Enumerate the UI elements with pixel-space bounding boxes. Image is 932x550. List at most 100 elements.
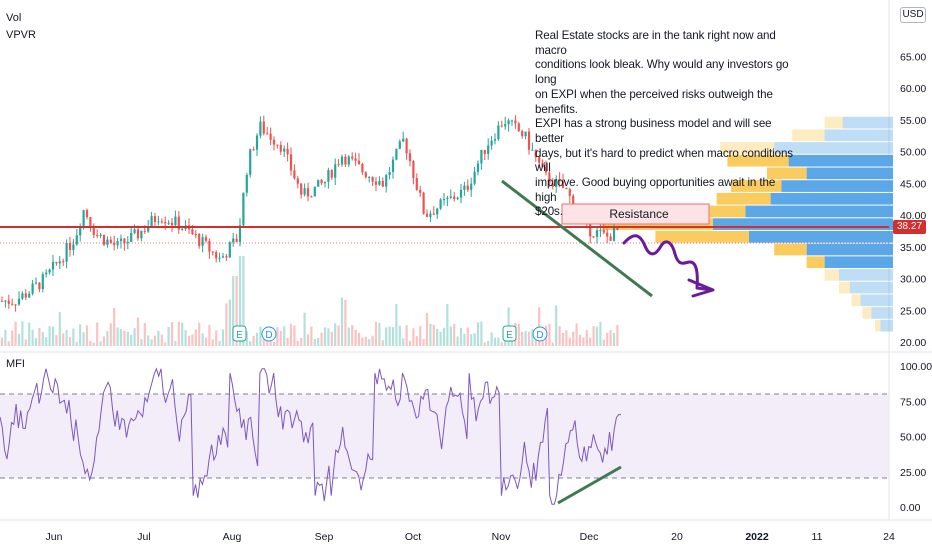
note-line: $20s. xyxy=(535,205,563,219)
volume-bar xyxy=(187,335,191,346)
candle-body xyxy=(565,188,568,190)
analysis-note[interactable]: Real Estate stocks are in the tank right… xyxy=(535,29,797,220)
volume-bar xyxy=(167,326,170,346)
mfi-tick-label: 50.00 xyxy=(900,432,926,444)
volume-bar xyxy=(395,303,398,346)
volume-bar xyxy=(565,330,568,346)
earnings-marker-nov[interactable]: E xyxy=(502,325,517,342)
currency-button[interactable]: USD xyxy=(900,7,926,23)
volume-bar xyxy=(463,333,466,346)
time-tick-label: Dec xyxy=(580,531,599,543)
candle-body xyxy=(157,221,160,223)
volume-bar xyxy=(364,336,367,346)
volume-bar xyxy=(548,323,551,346)
candle-body xyxy=(276,144,279,146)
mfi-tick-label: 0.00 xyxy=(900,502,921,514)
candle-body xyxy=(7,300,10,304)
volume-bar xyxy=(568,337,571,346)
volume-bar xyxy=(109,323,112,346)
candle-body xyxy=(388,172,391,176)
volume-bar xyxy=(58,312,61,346)
candle-body xyxy=(92,226,95,235)
candle-body xyxy=(109,239,112,243)
volume-bar xyxy=(221,329,225,346)
volume-bar xyxy=(160,334,163,346)
candle-body xyxy=(493,139,497,141)
volume-bar xyxy=(459,327,463,346)
volume-bar xyxy=(374,322,378,346)
volume-bar xyxy=(51,326,55,346)
candle-body xyxy=(160,221,163,223)
time-tick-label: 24 xyxy=(883,531,895,543)
volume-bar xyxy=(320,332,323,346)
volume-bar xyxy=(85,325,89,346)
candle-body xyxy=(446,197,449,199)
candle-body xyxy=(599,230,602,232)
volume-bar xyxy=(487,340,490,346)
last-price-tag: 38.27 xyxy=(893,220,926,234)
candle-body xyxy=(432,213,435,215)
candle-body xyxy=(405,138,408,154)
volume-bar xyxy=(7,341,10,346)
candle-body xyxy=(340,156,344,165)
candle-body xyxy=(551,183,554,187)
candle-body xyxy=(208,240,211,252)
vol-indicator-label[interactable]: Vol xyxy=(6,12,22,24)
candle-body xyxy=(181,229,184,231)
candle-body xyxy=(589,221,592,237)
volume-bar xyxy=(136,317,140,346)
axis-labels: 20.00 25.00 30.00 35.00 40.00 45.00 50.00 55.00… xyxy=(46,52,932,544)
volume-bar xyxy=(116,327,119,346)
volume-bar xyxy=(208,325,211,346)
volume-bar xyxy=(589,337,592,346)
candle-body xyxy=(398,141,401,149)
candle-body xyxy=(17,298,21,305)
time-tick-label: 2022 xyxy=(745,531,769,543)
volume-bar xyxy=(490,332,493,346)
volume-bar xyxy=(606,332,609,346)
dividend-marker-aug[interactable]: D xyxy=(261,326,277,342)
volume-bar xyxy=(164,342,167,346)
mfi-indicator-label[interactable]: MFI xyxy=(6,358,25,370)
candle-body xyxy=(385,175,388,187)
candle-body xyxy=(68,242,72,250)
candle-body xyxy=(391,159,395,173)
candle-body xyxy=(374,181,378,185)
candle-body xyxy=(310,196,313,198)
volume-bar xyxy=(371,335,374,346)
volume-bar xyxy=(232,276,235,346)
earnings-marker-label: E xyxy=(236,330,243,341)
candle-body xyxy=(211,251,214,253)
volume-bar xyxy=(130,334,133,346)
volume-bar xyxy=(45,337,48,346)
projection-arrow[interactable] xyxy=(622,234,714,292)
volume-bar xyxy=(147,335,150,346)
volume-bar xyxy=(493,337,497,346)
vp-bar-down xyxy=(713,218,893,230)
candle-body xyxy=(245,174,248,193)
volume-bar xyxy=(361,337,364,346)
volume-bar xyxy=(422,339,425,346)
candle-body xyxy=(147,226,150,232)
volume-bar xyxy=(11,330,14,346)
earnings-marker-aug[interactable]: E xyxy=(232,325,247,342)
volume-bar xyxy=(255,332,259,346)
candle-body xyxy=(296,178,299,184)
mfi-tick-label: 100.00 xyxy=(900,361,932,373)
candle-body xyxy=(102,234,106,245)
candle-body xyxy=(38,282,41,290)
volume-bar xyxy=(55,335,58,346)
volume-bar xyxy=(283,326,286,346)
price-down-trendline[interactable] xyxy=(501,179,653,298)
volume-bar xyxy=(174,341,177,346)
candle-body xyxy=(606,232,609,237)
volume-bar xyxy=(14,321,17,346)
resistance-zone[interactable] xyxy=(561,203,710,225)
mfi-up-trendline[interactable] xyxy=(557,465,622,505)
time-tick-label: Nov xyxy=(492,531,511,543)
volume-bar xyxy=(225,303,228,346)
vpvr-indicator-label[interactable]: VPVR xyxy=(6,29,36,41)
candle-body xyxy=(415,178,418,190)
dividend-marker-nov[interactable]: D xyxy=(532,326,548,342)
